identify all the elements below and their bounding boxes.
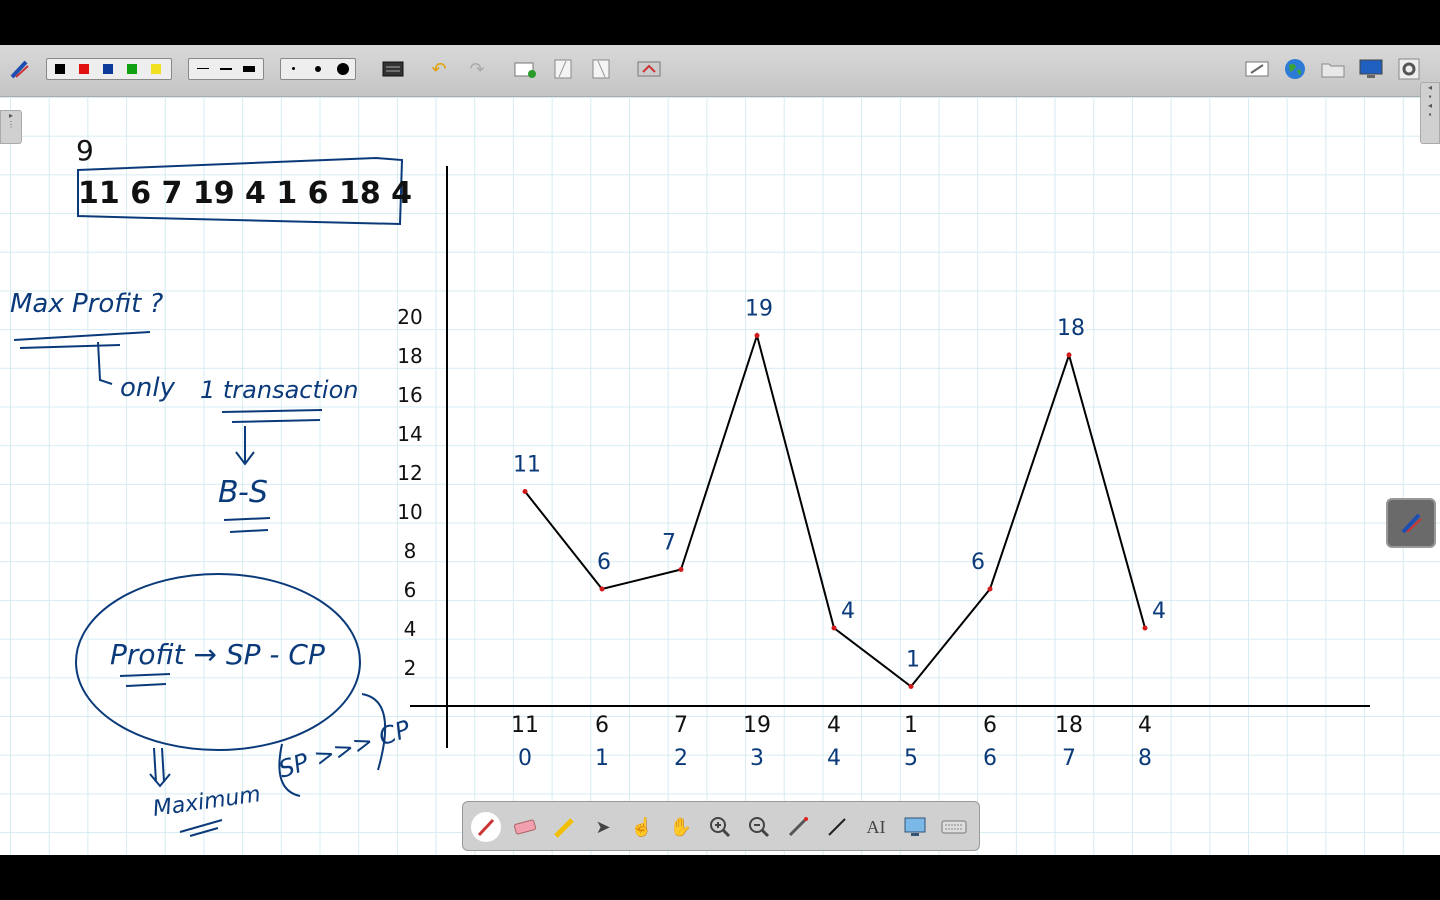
dot-large-icon[interactable] xyxy=(337,63,349,75)
eraser-icon[interactable] xyxy=(510,812,540,842)
bottom-toolbar: ➤ ☝ ✋ AI xyxy=(462,801,980,851)
pen-settings-icon[interactable] xyxy=(6,56,32,82)
display-icon[interactable] xyxy=(1358,56,1384,82)
pointer-hand-icon[interactable]: ☝ xyxy=(630,816,654,837)
next-page-icon[interactable] xyxy=(550,56,576,82)
dot-medium-icon[interactable] xyxy=(315,66,321,72)
line-thick-icon[interactable] xyxy=(243,66,255,72)
whiteboard-canvas[interactable] xyxy=(0,97,1440,855)
line-tool-icon[interactable] xyxy=(822,812,852,842)
globe-icon[interactable] xyxy=(1282,56,1308,82)
pen-icon xyxy=(1401,513,1422,534)
color-swatch-blue[interactable] xyxy=(103,64,113,74)
right-collapse-tab[interactable]: ◂ ▪ ◂ ▪ xyxy=(1420,82,1440,144)
screen-capture-icon[interactable] xyxy=(900,812,930,842)
whiteboard-icon[interactable] xyxy=(1244,56,1270,82)
color-palette xyxy=(46,58,172,80)
left-collapse-tab[interactable]: ▸ ⋮ xyxy=(0,110,22,144)
color-swatch-red[interactable] xyxy=(79,64,89,74)
prev-page-icon[interactable] xyxy=(588,56,614,82)
laser-icon[interactable] xyxy=(783,812,813,842)
redo-icon[interactable]: ↷ xyxy=(469,58,485,79)
top-toolbar: ↶ ↷ xyxy=(0,45,1440,97)
add-page-icon[interactable] xyxy=(512,56,538,82)
dot-size-group xyxy=(280,58,356,80)
folder-icon[interactable] xyxy=(1320,56,1346,82)
text-tool-icon[interactable]: AI xyxy=(866,816,886,837)
pan-hand-icon[interactable]: ✋ xyxy=(669,816,693,837)
top-letterbox xyxy=(0,0,1440,45)
color-swatch-black[interactable] xyxy=(55,64,65,74)
line-thin-icon[interactable] xyxy=(197,68,209,69)
pen-icon[interactable] xyxy=(471,812,501,842)
line-width-group xyxy=(188,58,264,80)
line-medium-icon[interactable] xyxy=(220,68,232,70)
zoom-out-icon[interactable] xyxy=(744,812,774,842)
highlighter-icon[interactable] xyxy=(549,812,579,842)
color-swatch-green[interactable] xyxy=(127,64,137,74)
undo-icon[interactable]: ↶ xyxy=(431,58,447,79)
bottom-letterbox xyxy=(0,855,1440,900)
settings-icon[interactable] xyxy=(1396,56,1422,82)
zoom-in-icon[interactable] xyxy=(705,812,735,842)
select-arrow-icon[interactable]: ➤ xyxy=(595,816,611,837)
color-swatch-yellow[interactable] xyxy=(151,64,161,74)
keyboard-icon[interactable] xyxy=(939,812,969,842)
capture-icon[interactable] xyxy=(636,56,662,82)
background-icon[interactable] xyxy=(380,56,406,82)
floating-pen-button[interactable] xyxy=(1386,498,1436,548)
dot-small-icon[interactable] xyxy=(292,67,295,70)
